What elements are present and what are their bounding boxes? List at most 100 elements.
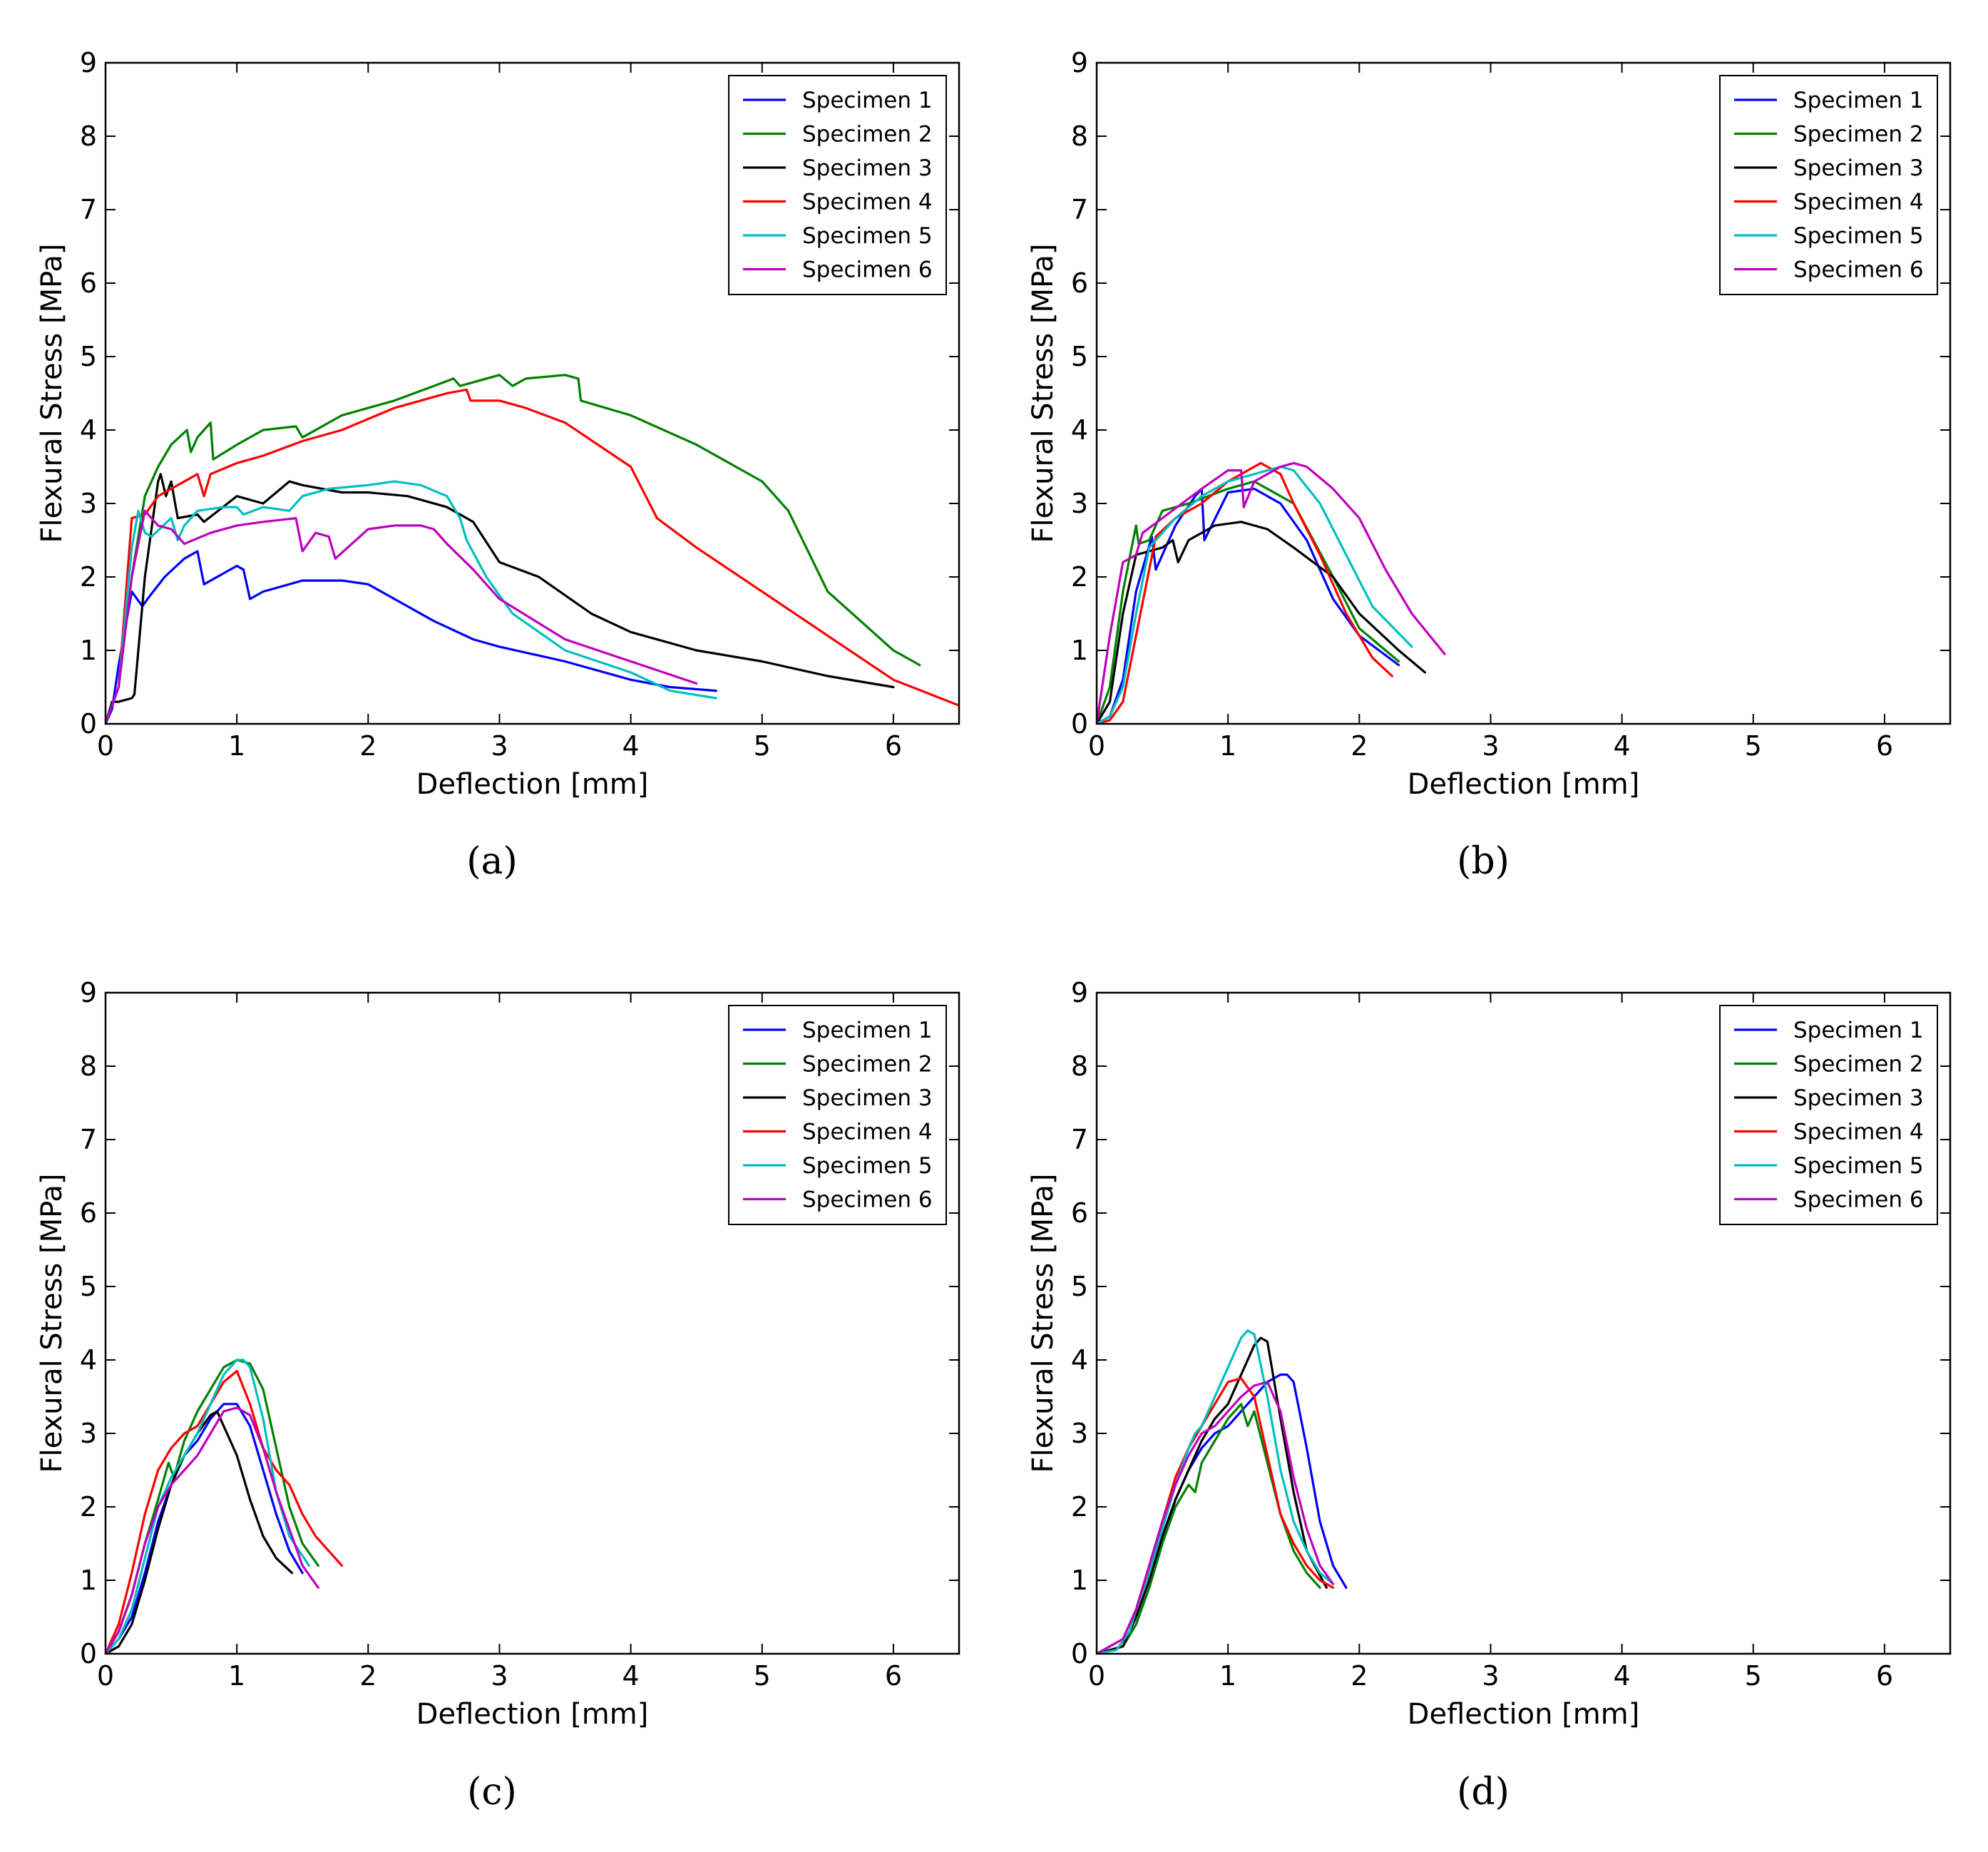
y-tick-label: 7 [1071, 1124, 1088, 1155]
x-tick-label: 3 [1482, 730, 1499, 762]
y-tick-label: 8 [80, 121, 97, 152]
series-group [106, 374, 959, 724]
x-axis-label: Deflection [mm] [416, 1698, 649, 1731]
y-tick-label: 9 [80, 47, 97, 78]
axes-frame [104, 61, 960, 725]
legend-label: Specimen 3 [802, 1085, 933, 1111]
y-tick-label: 6 [1071, 267, 1088, 299]
x-tick-label: 5 [1745, 730, 1762, 762]
x-tick-label: 0 [1088, 730, 1105, 762]
y-tick-label: 5 [1071, 1271, 1088, 1302]
x-tick-label: 6 [885, 1660, 902, 1692]
panel-caption: (d) [1457, 1771, 1510, 1813]
y-tick-label: 4 [80, 1344, 97, 1376]
y-tick-label: 1 [1071, 635, 1088, 666]
legend-label: Specimen 2 [802, 122, 933, 148]
y-tick-label: 0 [1071, 708, 1088, 740]
legend-label: Specimen 1 [802, 1018, 933, 1043]
legend-box [728, 1005, 947, 1225]
y-tick-label: 0 [80, 1638, 97, 1669]
y-tick-label: 2 [80, 1491, 97, 1523]
legend-label: Specimen 2 [802, 1052, 933, 1078]
legend-label: Specimen 6 [802, 257, 933, 283]
y-tick-label: 0 [80, 708, 97, 740]
legend-label: Specimen 6 [1793, 1187, 1924, 1213]
x-tick-label: 1 [1219, 730, 1236, 762]
x-tick-label: 1 [228, 1660, 245, 1692]
legend-box [1719, 75, 1938, 295]
series-line-specimen-6 [1097, 1381, 1335, 1654]
legend-label: Specimen 4 [802, 1120, 933, 1145]
legend-label: Specimen 4 [802, 190, 933, 215]
y-tick-label: 9 [80, 977, 97, 1008]
legend-label: Specimen 2 [1793, 122, 1924, 148]
series-line-specimen-6 [106, 509, 698, 724]
y-tick-label: 1 [80, 1565, 97, 1596]
x-tick-label: 2 [1351, 730, 1368, 762]
y-tick-label: 9 [1071, 47, 1088, 78]
series-line-specimen-4 [106, 388, 959, 724]
series-line-specimen-5 [106, 1359, 310, 1654]
legend-box [1719, 1005, 1938, 1225]
x-tick-label: 4 [622, 1660, 640, 1692]
panel-caption: (a) [466, 840, 518, 883]
y-tick-label: 1 [1071, 1565, 1088, 1596]
y-tick-label: 4 [1071, 1344, 1088, 1376]
panel-caption: (b) [1457, 840, 1510, 883]
legend-label: Specimen 1 [802, 88, 933, 113]
y-tick-label: 7 [80, 194, 97, 225]
x-tick-label: 4 [1614, 1660, 1631, 1692]
series-line-specimen-6 [1097, 461, 1446, 724]
y-tick-label: 2 [1071, 561, 1088, 593]
x-tick-label: 5 [754, 1660, 771, 1692]
legend-label: Specimen 3 [1793, 1085, 1924, 1111]
x-tick-label: 5 [1745, 1660, 1762, 1692]
x-tick-label: 1 [228, 730, 245, 762]
series-line-specimen-3 [1097, 521, 1427, 724]
y-tick-label: 5 [1071, 341, 1088, 372]
series-line-specimen-4 [106, 1369, 344, 1654]
x-tick-label: 2 [359, 730, 376, 762]
x-axis-label: Deflection [mm] [1408, 1698, 1640, 1731]
series-line-specimen-3 [106, 1410, 294, 1654]
x-axis-label: Deflection [mm] [1408, 768, 1640, 801]
chart-panel-c: 0 1 2 3 4 5 6 0 1 2 3 4 5 6 7 8 9 Deflection [mm] Flexural… [36, 977, 960, 1813]
x-tick-label: 1 [1219, 1660, 1236, 1692]
series-group [106, 1359, 344, 1654]
series-line-specimen-5 [106, 480, 717, 724]
x-tick-label: 6 [1876, 730, 1893, 762]
x-tick-label: 6 [1876, 1660, 1893, 1692]
series-line-specimen-1 [106, 1403, 304, 1654]
y-tick-label: 7 [1071, 194, 1088, 225]
legend-label: Specimen 5 [802, 1153, 933, 1179]
y-tick-label: 7 [80, 1124, 97, 1155]
legend: Specimen 1 Specimen 2 Specimen 3 Specimen 4… [728, 75, 947, 295]
y-tick-label: 4 [80, 414, 97, 446]
legend-box [728, 75, 947, 295]
legend-label: Specimen 5 [802, 223, 933, 249]
y-tick-label: 5 [80, 1271, 97, 1302]
x-tick-label: 3 [1482, 1660, 1499, 1692]
chart-panel-b: 0 1 2 3 4 5 6 0 1 2 3 4 5 6 7 8 9 Deflection [mm] Flexural… [1027, 47, 1952, 883]
y-tick-label: 8 [80, 1050, 97, 1082]
legend: Specimen 1 Specimen 2 Specimen 3 Specimen 4… [728, 1005, 947, 1225]
x-tick-label: 6 [885, 730, 902, 762]
axes-frame [1095, 61, 1952, 725]
legend-label: Specimen 1 [1793, 88, 1924, 113]
y-axis-label: Flexural Stress [MPa] [36, 243, 68, 543]
series-line-specimen-6 [106, 1406, 319, 1654]
panel-caption: (c) [467, 1771, 517, 1813]
x-tick-label: 5 [754, 730, 771, 762]
legend-label: Specimen 3 [802, 155, 933, 181]
legend-label: Specimen 1 [1793, 1018, 1924, 1043]
legend-label: Specimen 4 [1793, 1120, 1924, 1145]
y-tick-label: 6 [80, 1197, 97, 1229]
x-tick-label: 4 [1614, 730, 1631, 762]
legend-label: Specimen 4 [1793, 190, 1924, 215]
axes-frame [104, 991, 960, 1655]
x-tick-label: 3 [491, 730, 508, 762]
y-tick-label: 3 [80, 1418, 97, 1449]
legend-label: Specimen 5 [1793, 1153, 1924, 1179]
legend-label: Specimen 5 [1793, 223, 1924, 249]
chart-panel-d: 0 1 2 3 4 5 6 0 1 2 3 4 5 6 7 8 9 Deflection [mm] Flexural… [1027, 977, 1952, 1813]
